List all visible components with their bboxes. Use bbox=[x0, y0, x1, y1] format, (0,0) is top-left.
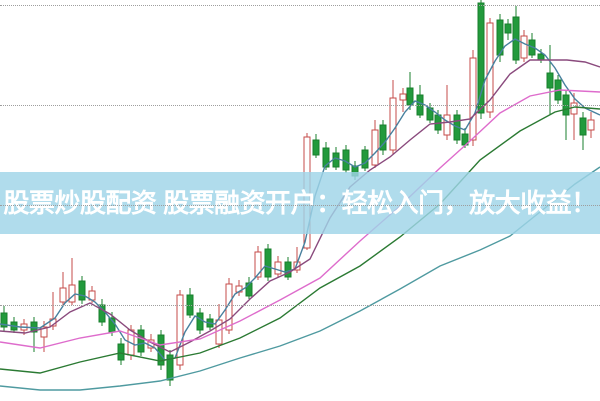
candle-body-down bbox=[0, 312, 8, 328]
candle-body-down bbox=[157, 334, 165, 366]
candle-body-down bbox=[117, 343, 125, 361]
candle-body-up bbox=[587, 119, 595, 131]
candle-body-down bbox=[579, 117, 587, 136]
candle-body-down bbox=[477, 2, 485, 114]
candle-body-down bbox=[284, 261, 292, 278]
candle-body-down bbox=[361, 149, 369, 169]
candle-body-up bbox=[486, 22, 494, 113]
candle-body-down bbox=[496, 19, 504, 56]
candle-body-up bbox=[443, 114, 451, 136]
candle-body-up bbox=[59, 287, 67, 303]
candle-body-up bbox=[254, 251, 262, 278]
candle-body-down bbox=[264, 248, 272, 278]
candle-body-down bbox=[406, 87, 414, 106]
candle-body-down bbox=[322, 147, 330, 168]
candle-body-up bbox=[399, 93, 407, 101]
candle-body-down bbox=[166, 354, 174, 381]
candle-body-up bbox=[176, 294, 184, 366]
promo-banner[interactable]: 股票炒股配资 股票融资开户：轻松入门，放大收益！ bbox=[0, 172, 600, 234]
candle-body-down bbox=[512, 16, 520, 61]
candle-body-up bbox=[389, 97, 397, 151]
moving-average-line-ma-pink bbox=[0, 89, 600, 349]
candle-body-down bbox=[562, 94, 570, 116]
candle-body-down bbox=[504, 23, 512, 34]
moving-average-line-ma-mid bbox=[0, 59, 600, 353]
candle-body-down bbox=[78, 280, 86, 301]
candle-body-down bbox=[537, 53, 545, 61]
candle-body-down bbox=[137, 329, 145, 353]
candle-body-down bbox=[245, 282, 253, 297]
moving-average-line-ma-green bbox=[0, 106, 600, 374]
candle-body-down bbox=[379, 124, 387, 151]
candle-body-up bbox=[520, 35, 528, 59]
candle-body-up bbox=[570, 102, 578, 115]
candle-body-up bbox=[225, 283, 233, 331]
candle-body-down bbox=[546, 72, 554, 89]
candle-body-down bbox=[332, 152, 340, 168]
candle-body-down bbox=[186, 294, 194, 316]
candle-body-down bbox=[416, 94, 424, 116]
promo-banner-text: 股票炒股配资 股票融资开户：轻松入门，放大收益！ bbox=[3, 188, 597, 218]
candle-body-down bbox=[196, 312, 204, 331]
candle-body-up bbox=[371, 129, 379, 166]
candle-body-up bbox=[274, 261, 282, 275]
candle-body-up bbox=[469, 57, 477, 141]
candle-body-up bbox=[40, 326, 48, 338]
candle-body-down bbox=[312, 139, 320, 156]
